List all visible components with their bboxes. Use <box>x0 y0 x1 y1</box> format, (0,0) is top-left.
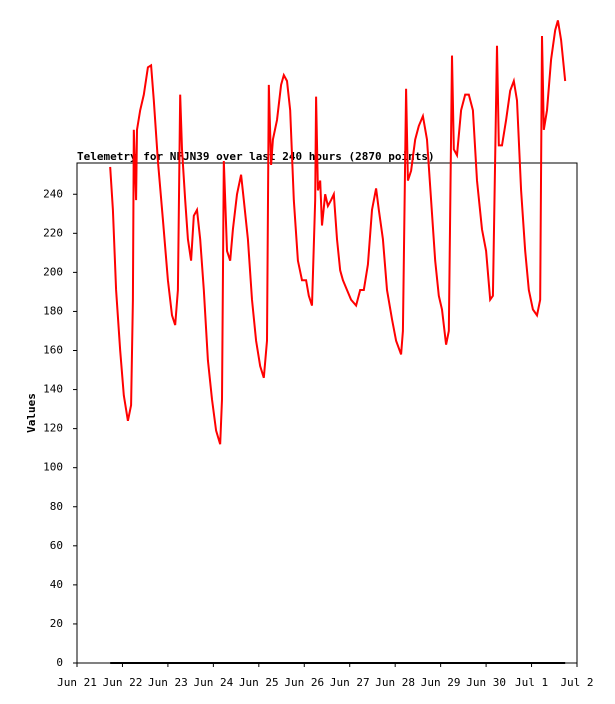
y-tick-label: 0 <box>56 656 63 669</box>
plot-frame <box>76 162 578 664</box>
y-tick-label: 60 <box>50 539 63 552</box>
x-tick-label: Jun 21 <box>57 676 97 689</box>
y-tick-label: 40 <box>50 578 63 591</box>
y-tick-label: 220 <box>43 226 63 239</box>
y-axis-label: Values <box>25 393 38 433</box>
x-tick-label: Jun 23 <box>148 676 188 689</box>
x-tick-label: Jun 26 <box>284 676 324 689</box>
x-tick-label: Jun 24 <box>193 676 233 689</box>
y-tick-label: 240 <box>43 187 63 200</box>
x-tick-label: Jul 2 <box>560 676 593 689</box>
y-tick-label: 140 <box>43 383 63 396</box>
x-tick-label: Jun 28 <box>375 676 415 689</box>
x-tick-label: Jun 22 <box>103 676 143 689</box>
x-tick-label: Jun 30 <box>466 676 506 689</box>
y-tick-label: 160 <box>43 344 63 357</box>
x-tick-label: Jun 27 <box>330 676 370 689</box>
x-tick-label: Jun 29 <box>421 676 461 689</box>
data-line <box>109 20 567 445</box>
y-tick-label: 120 <box>43 422 63 435</box>
x-tick-label: Jul 1 <box>515 676 548 689</box>
y-tick-label: 200 <box>43 265 63 278</box>
x-tick-label: Jun 25 <box>239 676 279 689</box>
y-tick-label: 80 <box>50 500 63 513</box>
y-tick-label: 20 <box>50 617 63 630</box>
y-tick-label: 180 <box>43 304 63 317</box>
chart-title: Telemetry for NFJN39 over last 240 hours… <box>77 150 435 163</box>
y-tick-label: 100 <box>43 461 63 474</box>
